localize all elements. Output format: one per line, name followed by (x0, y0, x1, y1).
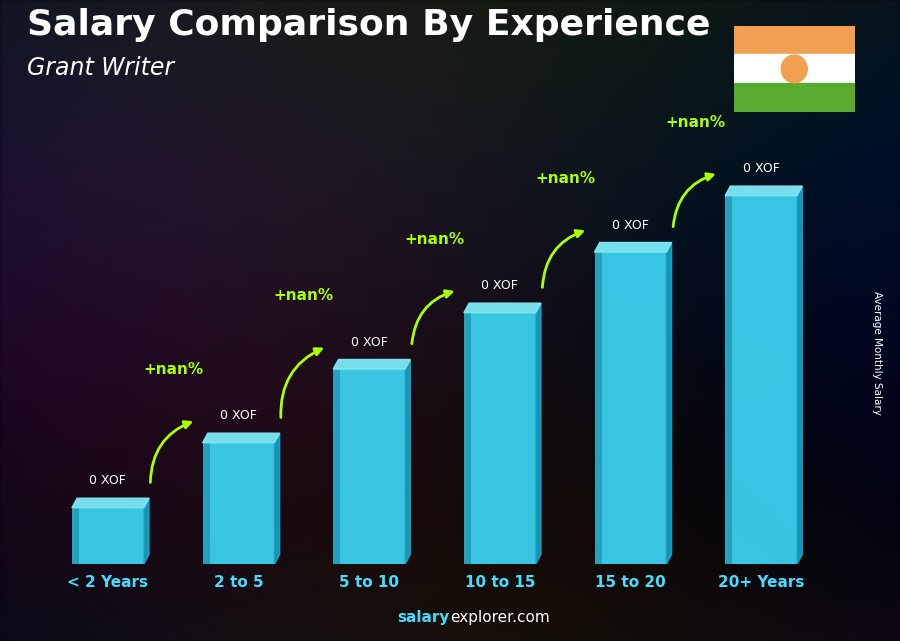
Polygon shape (536, 303, 541, 564)
Text: 0 XOF: 0 XOF (351, 336, 388, 349)
Text: +nan%: +nan% (666, 115, 725, 129)
Bar (333, 369, 405, 564)
Text: +nan%: +nan% (404, 232, 464, 247)
Polygon shape (72, 498, 149, 508)
Text: 0 XOF: 0 XOF (482, 279, 518, 292)
Text: +nan%: +nan% (536, 171, 595, 186)
Bar (464, 313, 471, 564)
Bar (725, 196, 733, 564)
Text: 0 XOF: 0 XOF (89, 474, 126, 487)
Text: 0 XOF: 0 XOF (220, 410, 256, 422)
Bar (72, 508, 144, 564)
Polygon shape (464, 303, 541, 313)
Circle shape (781, 55, 807, 83)
Polygon shape (797, 186, 802, 564)
Bar (734, 26, 855, 54)
Text: Average Monthly Salary: Average Monthly Salary (872, 290, 883, 415)
Bar (725, 196, 797, 564)
Text: explorer.com: explorer.com (450, 610, 550, 625)
Bar (595, 252, 602, 564)
Bar (464, 313, 536, 564)
Bar (72, 508, 79, 564)
Bar (734, 83, 855, 112)
Text: +nan%: +nan% (274, 288, 334, 303)
Polygon shape (405, 360, 410, 564)
Polygon shape (274, 433, 280, 564)
Text: 0 XOF: 0 XOF (612, 219, 649, 231)
Polygon shape (333, 360, 410, 369)
Bar (202, 443, 210, 564)
Polygon shape (595, 242, 671, 252)
Polygon shape (202, 433, 280, 443)
Text: Salary Comparison By Experience: Salary Comparison By Experience (27, 8, 710, 42)
Polygon shape (666, 242, 671, 564)
Bar (333, 369, 340, 564)
Bar (202, 443, 274, 564)
Bar (734, 54, 855, 83)
Text: 0 XOF: 0 XOF (742, 162, 779, 175)
Text: salary: salary (398, 610, 450, 625)
Polygon shape (144, 498, 149, 564)
Polygon shape (725, 186, 802, 196)
Text: Grant Writer: Grant Writer (27, 56, 174, 80)
Bar (595, 252, 666, 564)
Text: +nan%: +nan% (143, 362, 203, 377)
